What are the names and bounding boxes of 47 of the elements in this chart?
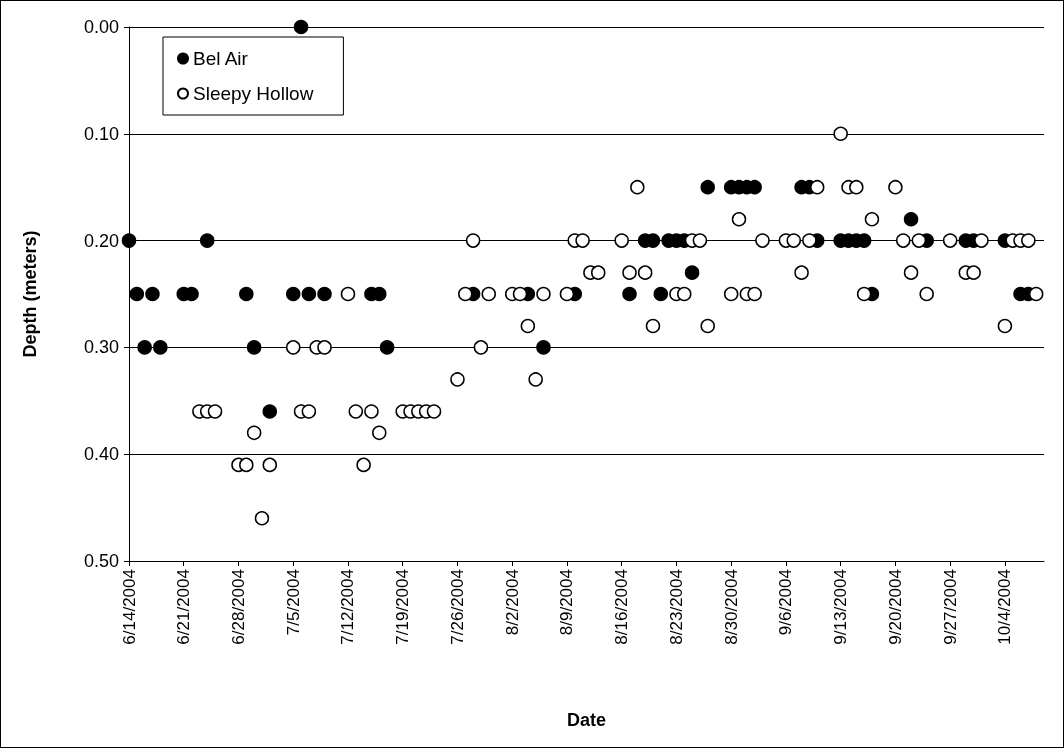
x-tick-label: 8/2/2004 (502, 569, 522, 636)
x-tick-label: 8/16/2004 (612, 569, 632, 645)
point (536, 340, 551, 355)
point (293, 19, 309, 35)
y-tick-label: 0.10 (83, 123, 119, 144)
point (301, 286, 317, 302)
point (622, 286, 637, 302)
x-axis-title: Date (566, 710, 607, 730)
point (137, 340, 152, 355)
x-tick-label: 9/13/2004 (831, 569, 851, 645)
point (153, 340, 168, 355)
x-tick-label: 9/6/2004 (776, 569, 796, 636)
x-tick-label: 7/26/2004 (447, 569, 467, 645)
y-tick-label: 0.20 (83, 230, 119, 251)
legend-label: Bel Air (193, 48, 249, 69)
x-tick-label: 8/30/2004 (721, 569, 741, 645)
point (262, 404, 278, 419)
point (239, 286, 254, 302)
y-tick-label: 0.30 (83, 337, 119, 358)
point (379, 340, 395, 355)
point (653, 286, 669, 302)
x-tick-label: 7/12/2004 (338, 569, 358, 645)
x-tick-label: 7/19/2004 (393, 569, 413, 645)
x-tick-label: 9/20/2004 (885, 569, 905, 645)
x-tick-label: 8/23/2004 (666, 569, 686, 645)
point (129, 286, 145, 302)
point (145, 286, 160, 302)
point (246, 340, 262, 355)
point (121, 233, 137, 248)
y-tick-label: 0.40 (83, 444, 119, 465)
point (684, 265, 700, 280)
y-tick-label: 0.50 (83, 551, 119, 571)
legend-label: Sleepy Hollow (193, 83, 314, 104)
x-tick-label: 6/21/2004 (174, 569, 194, 645)
y-tick-label: 0.00 (83, 17, 119, 37)
x-tick-label: 9/27/2004 (940, 569, 960, 645)
point (199, 233, 215, 248)
x-tick-label: 8/9/2004 (557, 569, 577, 636)
point (317, 286, 332, 302)
x-tick-label: 7/5/2004 (283, 569, 303, 636)
x-tick-label: 10/4/2004 (995, 569, 1015, 645)
x-tick-label: 6/28/2004 (228, 569, 248, 645)
x-tick-label: 6/14/2004 (119, 569, 139, 645)
y-axis-title: Depth (meters) (20, 230, 40, 358)
point (700, 179, 715, 195)
point (285, 286, 301, 302)
point (903, 211, 919, 227)
